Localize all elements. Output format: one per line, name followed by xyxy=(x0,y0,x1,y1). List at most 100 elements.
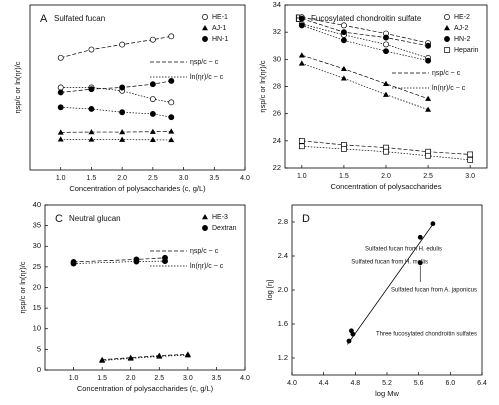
marker xyxy=(119,41,126,48)
marker xyxy=(298,137,305,144)
x-tick-label: 6.4 xyxy=(477,380,487,387)
x-tick-label: 2.5 xyxy=(154,375,164,382)
y-tick-label: 2.4 xyxy=(278,251,288,260)
panel-label: B xyxy=(295,13,302,25)
marker xyxy=(57,84,64,91)
marker xyxy=(168,128,175,134)
fit-line xyxy=(73,257,166,263)
marker xyxy=(149,110,156,117)
x-axis-label: Concentration of polysaccharides (c, g/L… xyxy=(77,384,214,393)
x-tick-label: 3.5 xyxy=(212,375,222,382)
marker xyxy=(88,129,95,135)
point xyxy=(417,234,423,240)
x-tick-label: 1.0 xyxy=(56,175,66,182)
x-tick-label: 2.0 xyxy=(381,173,391,180)
fit-line xyxy=(301,54,429,100)
y-tick-label: 5 xyxy=(37,344,41,353)
marker xyxy=(202,214,208,220)
x-tick-label: 4.0 xyxy=(240,175,250,182)
y-tick-label: 35 xyxy=(33,221,41,230)
marker xyxy=(57,129,64,135)
marker xyxy=(57,89,64,96)
y-tick-label: 28 xyxy=(273,81,281,90)
marker xyxy=(168,136,175,143)
marker xyxy=(162,258,168,265)
marker xyxy=(57,54,64,61)
marker xyxy=(341,146,347,152)
marker xyxy=(340,29,347,36)
y-axis-label: ηsp/c or ln(ηr)/c xyxy=(258,60,267,112)
panel-label: A xyxy=(40,13,48,25)
x-axis-label: Concentration of polysaccharides (c, g/L… xyxy=(69,184,206,193)
legend-line-label: ηsp/c ~ c xyxy=(432,70,461,77)
x-tick-label: 5.2 xyxy=(382,380,392,387)
fit-line xyxy=(301,25,429,62)
y-tick-label: 1.6 xyxy=(278,319,288,328)
x-tick-label: 4.4 xyxy=(319,380,329,387)
point xyxy=(430,221,436,227)
y-tick-label: 1.2 xyxy=(278,353,288,362)
marker xyxy=(383,48,389,55)
y-tick-label: 20 xyxy=(33,282,41,291)
marker xyxy=(444,25,450,31)
x-tick-label: 3.0 xyxy=(465,173,475,180)
point xyxy=(417,260,423,266)
marker xyxy=(444,47,450,53)
y-tick-label: 30 xyxy=(33,241,41,250)
annotation: Three fucosylated chondroitin sulfates xyxy=(376,332,477,338)
fit-line xyxy=(301,23,429,59)
marker xyxy=(88,105,95,112)
legend-line-label: ηsp/c ~ c xyxy=(190,248,219,255)
marker xyxy=(467,157,474,163)
annotation: Sulfated fucan from A. japonicus xyxy=(391,288,477,294)
marker xyxy=(127,355,134,361)
y-tick-label: 15 xyxy=(33,303,41,312)
x-tick-label: 3.0 xyxy=(183,375,193,382)
point xyxy=(350,331,356,337)
x-tick-label: 2.0 xyxy=(126,375,136,382)
legend-label: Dextran xyxy=(212,225,237,232)
marker xyxy=(444,14,450,20)
x-tick-label: 1.5 xyxy=(339,173,349,180)
legend-line-label: ηsp/c ~ c xyxy=(190,59,219,66)
x-axis-label: log Mw xyxy=(375,389,399,398)
marker xyxy=(425,57,432,64)
fit-line xyxy=(60,138,172,141)
x-tick-label: 2.5 xyxy=(423,173,433,180)
marker xyxy=(340,75,347,81)
marker xyxy=(425,42,432,49)
marker xyxy=(425,106,432,112)
marker xyxy=(202,36,208,42)
legend-label: HE-1 xyxy=(212,14,228,21)
marker xyxy=(383,41,389,48)
marker xyxy=(383,91,389,97)
x-tick-label: 3.5 xyxy=(209,175,219,182)
legend-label: AJ-2 xyxy=(454,25,469,32)
marker xyxy=(202,25,208,31)
y-tick-label: 30 xyxy=(273,54,281,63)
marker xyxy=(149,128,156,134)
marker xyxy=(298,52,305,58)
legend-label: HE-2 xyxy=(454,14,470,21)
x-tick-label: 4.8 xyxy=(350,380,360,387)
marker xyxy=(168,99,175,106)
y-tick-label: 34 xyxy=(273,0,281,9)
y-tick-label: 32 xyxy=(273,27,281,36)
marker xyxy=(149,96,156,103)
marker xyxy=(298,143,305,150)
y-tick-label: 0 xyxy=(37,365,41,374)
legend-label: AJ-1 xyxy=(212,25,227,32)
marker xyxy=(168,114,175,121)
x-tick-label: 3.0 xyxy=(179,175,189,182)
panel-title: Sulfated fucan xyxy=(54,14,105,23)
marker xyxy=(149,81,156,88)
marker xyxy=(133,258,140,265)
y-tick-label: 22 xyxy=(273,163,281,172)
panel-title: Neutral glucan xyxy=(69,214,121,223)
x-tick-label: 1.5 xyxy=(87,175,97,182)
marker xyxy=(119,136,126,142)
panel-label: D xyxy=(302,213,310,225)
marker xyxy=(425,95,432,101)
